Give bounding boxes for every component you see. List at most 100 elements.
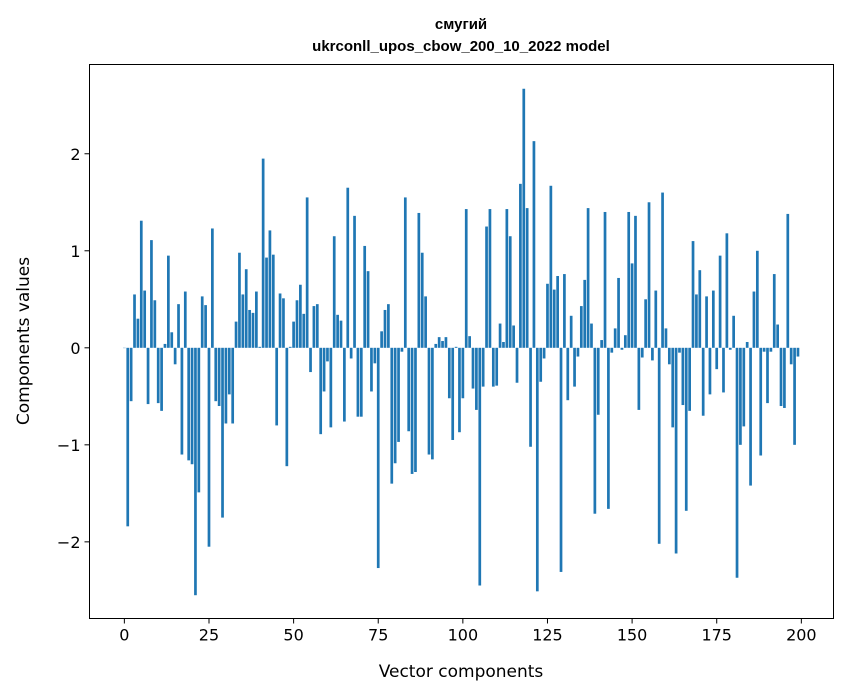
bar-163 bbox=[674, 347, 678, 554]
bar-75 bbox=[376, 347, 380, 569]
bar-58 bbox=[319, 347, 323, 435]
bar-30 bbox=[224, 347, 228, 424]
bar-26 bbox=[211, 228, 214, 348]
bar-13 bbox=[167, 255, 170, 348]
bar-64 bbox=[339, 320, 343, 348]
bar-122 bbox=[535, 347, 539, 592]
bar-85 bbox=[410, 347, 414, 474]
bar-177 bbox=[722, 347, 725, 393]
bar-193 bbox=[776, 324, 780, 348]
bar-8 bbox=[150, 240, 153, 348]
bar-95 bbox=[444, 337, 448, 348]
x-tick-label: 25 bbox=[199, 626, 219, 645]
bar-2 bbox=[129, 347, 133, 402]
bar-188 bbox=[759, 347, 763, 456]
bar-41 bbox=[261, 158, 265, 348]
bar-68 bbox=[353, 215, 356, 348]
bar-143 bbox=[607, 347, 610, 509]
bar-194 bbox=[779, 347, 783, 407]
bar-23 bbox=[200, 296, 204, 348]
bar-62 bbox=[332, 236, 336, 348]
bar-171 bbox=[701, 347, 705, 416]
bar-138 bbox=[590, 323, 593, 348]
bar-196 bbox=[786, 213, 790, 348]
bar-70 bbox=[359, 347, 363, 417]
bar-123 bbox=[539, 347, 543, 382]
y-tick-label: 1 bbox=[70, 242, 80, 261]
bar-53 bbox=[302, 313, 306, 348]
bar-161 bbox=[667, 347, 671, 365]
bar-45 bbox=[275, 347, 279, 426]
bar-87 bbox=[417, 212, 421, 348]
bar-182 bbox=[739, 347, 742, 445]
bar-149 bbox=[627, 211, 631, 348]
y-tick-label: −2 bbox=[57, 533, 81, 552]
y-tick-label: −1 bbox=[57, 436, 81, 455]
bar-80 bbox=[393, 347, 397, 464]
bar-129 bbox=[559, 347, 563, 572]
bar-120 bbox=[529, 347, 532, 447]
x-tick-label: 200 bbox=[786, 626, 817, 645]
y-axis: −2 −1 0 1 2 bbox=[57, 145, 90, 552]
bar-135 bbox=[579, 306, 583, 348]
bar-55 bbox=[309, 347, 312, 373]
x-axis: 0 25 50 75 100 125 150 175 200 bbox=[119, 618, 817, 645]
bar-102 bbox=[468, 336, 471, 348]
bar-132 bbox=[569, 315, 573, 348]
bar-86 bbox=[414, 347, 417, 472]
y-tick-label: 0 bbox=[70, 339, 80, 358]
bar-126 bbox=[549, 185, 553, 348]
bar-116 bbox=[515, 347, 519, 383]
bar-189 bbox=[762, 347, 766, 352]
bar-27 bbox=[214, 347, 218, 402]
bar-37 bbox=[248, 309, 251, 348]
bar-54 bbox=[305, 197, 309, 348]
bar-180 bbox=[732, 315, 735, 348]
bar-14 bbox=[170, 332, 174, 348]
bar-108 bbox=[488, 209, 492, 348]
chart-title: смугий bbox=[435, 16, 487, 33]
bar-17 bbox=[180, 347, 184, 455]
bar-124 bbox=[542, 347, 546, 359]
chart-subtitle: ukrconll_upos_cbow_200_10_2022 model bbox=[312, 38, 610, 55]
bar-57 bbox=[315, 304, 319, 348]
bar-29 bbox=[221, 347, 224, 518]
x-tick-label: 75 bbox=[368, 626, 388, 645]
bar-117 bbox=[519, 183, 522, 348]
bar-115 bbox=[512, 325, 515, 348]
bar-172 bbox=[705, 296, 708, 348]
bar-134 bbox=[576, 347, 580, 357]
bar-103 bbox=[471, 347, 475, 389]
bar-52 bbox=[299, 284, 302, 348]
bar-155 bbox=[647, 202, 651, 348]
bar-128 bbox=[556, 276, 559, 348]
bar-97 bbox=[451, 347, 455, 440]
bar-164 bbox=[678, 347, 681, 353]
bar-61 bbox=[329, 347, 333, 428]
bar-46 bbox=[278, 293, 282, 348]
bar-150 bbox=[630, 263, 634, 348]
bar-192 bbox=[772, 274, 776, 348]
bar-158 bbox=[657, 347, 661, 544]
bar-142 bbox=[603, 211, 607, 348]
bar-166 bbox=[684, 347, 688, 511]
bar-65 bbox=[343, 347, 346, 422]
bar-73 bbox=[370, 347, 373, 392]
bar-105 bbox=[478, 347, 482, 586]
bar-154 bbox=[644, 299, 647, 348]
x-axis-label: Vector components bbox=[379, 662, 544, 682]
y-axis-label: Components values bbox=[14, 257, 34, 425]
bar-162 bbox=[671, 347, 675, 428]
bar-96 bbox=[447, 347, 451, 399]
bar-170 bbox=[698, 270, 702, 348]
bar-77 bbox=[383, 309, 387, 348]
bar-66 bbox=[346, 187, 350, 348]
bar-191 bbox=[769, 347, 773, 352]
bar-114 bbox=[508, 236, 512, 348]
bar-44 bbox=[271, 254, 275, 348]
bar-20 bbox=[190, 347, 194, 465]
bar-3 bbox=[133, 294, 136, 348]
bar-39 bbox=[255, 291, 258, 348]
bar-76 bbox=[380, 331, 383, 348]
bar-82 bbox=[400, 347, 404, 352]
